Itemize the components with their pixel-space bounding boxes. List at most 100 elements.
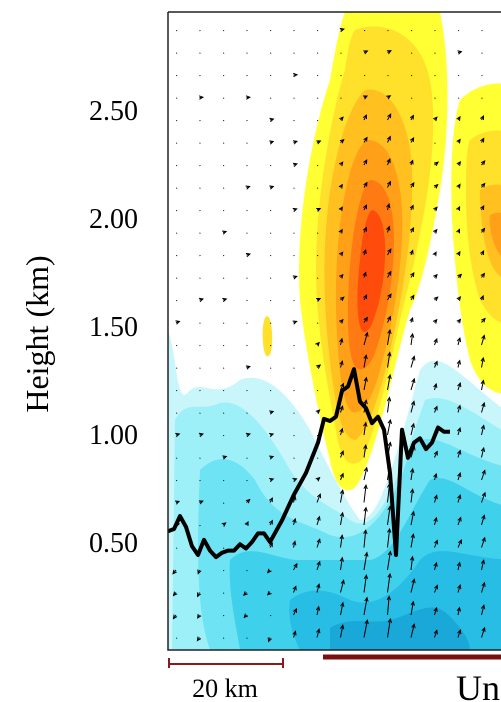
wind-vector bbox=[316, 298, 322, 302]
wind-vector bbox=[433, 206, 438, 212]
plot-frame bbox=[167, 11, 501, 651]
wind-vector bbox=[292, 207, 298, 213]
wind-vector bbox=[433, 360, 438, 368]
wind-vector bbox=[221, 522, 227, 527]
wind-vector bbox=[270, 390, 272, 392]
wind-vector bbox=[292, 630, 297, 638]
wind-vector bbox=[246, 210, 249, 212]
wind-vector bbox=[409, 204, 414, 211]
wind-vector bbox=[292, 478, 298, 483]
wind-vector bbox=[198, 95, 205, 100]
wind-vector bbox=[172, 614, 178, 620]
wind-vector bbox=[317, 232, 319, 234]
wind-vector bbox=[176, 390, 178, 392]
wind-vector bbox=[270, 97, 272, 99]
wind-vector bbox=[433, 405, 438, 413]
wind-vector bbox=[223, 165, 225, 167]
wind-vector bbox=[363, 181, 368, 188]
wind-vector bbox=[175, 320, 181, 325]
wind-vector bbox=[176, 30, 178, 32]
wind-vector bbox=[433, 472, 438, 481]
wind-vector bbox=[196, 636, 202, 642]
wind-vector bbox=[176, 637, 178, 639]
wind-vector bbox=[199, 30, 202, 32]
cool-contours bbox=[168, 330, 501, 650]
wind-vector bbox=[410, 182, 415, 188]
wind-vector bbox=[246, 345, 249, 347]
wind-vector bbox=[363, 204, 368, 211]
wind-vector bbox=[434, 584, 439, 593]
wind-vector bbox=[293, 97, 296, 99]
wind-vector bbox=[293, 72, 299, 78]
wind-vector bbox=[409, 467, 415, 481]
wind-vector bbox=[340, 382, 344, 391]
wind-vector bbox=[434, 52, 437, 54]
wind-vector bbox=[456, 138, 461, 144]
wind-vector bbox=[223, 637, 225, 639]
wind-vector bbox=[456, 205, 461, 211]
wind-vector bbox=[480, 249, 485, 256]
wind-vector bbox=[434, 142, 437, 144]
wind-vector bbox=[339, 534, 344, 548]
wind-vector bbox=[433, 116, 438, 122]
wind-vector bbox=[387, 30, 390, 32]
wind-vector bbox=[270, 277, 272, 279]
wind-vector bbox=[270, 255, 272, 257]
wind-vector bbox=[432, 228, 438, 234]
wind-vector bbox=[363, 574, 369, 593]
wind-vector bbox=[362, 271, 367, 278]
wind-vector bbox=[363, 376, 368, 391]
wind-vector bbox=[315, 476, 321, 482]
wind-vector bbox=[387, 113, 392, 121]
wind-vector bbox=[223, 277, 225, 279]
wind-vector bbox=[433, 382, 438, 391]
wind-vector bbox=[340, 97, 343, 99]
scale-bar bbox=[168, 658, 284, 668]
wind-vector bbox=[269, 455, 275, 460]
wind-vector bbox=[174, 500, 181, 505]
wind-vector bbox=[410, 137, 415, 143]
wind-vector bbox=[409, 488, 415, 503]
wind-vector bbox=[339, 556, 344, 571]
wind-vector bbox=[199, 345, 202, 347]
wind-vector bbox=[457, 583, 462, 593]
wind-vector bbox=[223, 435, 225, 437]
wind-vector bbox=[222, 455, 228, 460]
wind-vector bbox=[410, 294, 415, 301]
wind-vector bbox=[199, 457, 202, 459]
wind-vector bbox=[363, 95, 368, 100]
wind-vector bbox=[363, 596, 369, 616]
wind-vector bbox=[246, 30, 249, 32]
wind-vector bbox=[176, 52, 178, 54]
wind-vector bbox=[223, 97, 225, 99]
wind-vector bbox=[270, 322, 272, 324]
wind-vector bbox=[456, 606, 461, 616]
wind-vector bbox=[481, 626, 486, 638]
wind-vector bbox=[246, 277, 249, 279]
wind-vector bbox=[433, 183, 439, 189]
wind-vector bbox=[293, 300, 296, 302]
wind-vector bbox=[480, 379, 485, 391]
y-tick-label: 1.50 bbox=[89, 312, 138, 343]
wind-vector bbox=[386, 180, 391, 188]
wind-vector bbox=[480, 559, 486, 571]
wind-vector bbox=[433, 296, 439, 302]
wind-vector bbox=[270, 367, 272, 369]
wind-vector bbox=[339, 472, 344, 481]
wind-vector bbox=[410, 422, 415, 436]
wind-vector bbox=[387, 293, 392, 301]
wind-vector bbox=[292, 517, 297, 526]
wind-vector bbox=[176, 97, 178, 99]
wind-vector bbox=[293, 345, 296, 347]
wind-vector bbox=[199, 367, 202, 369]
wind-vector bbox=[456, 359, 461, 368]
wind-vector bbox=[317, 97, 319, 99]
wind-vector bbox=[199, 187, 202, 189]
wind-vector bbox=[269, 477, 275, 483]
warm-contours bbox=[262, 12, 501, 491]
wind-vector bbox=[363, 466, 369, 481]
wind-vector bbox=[199, 525, 202, 527]
wind-vector bbox=[456, 228, 460, 234]
wind-vector bbox=[176, 187, 178, 189]
wind-vector bbox=[457, 427, 462, 436]
